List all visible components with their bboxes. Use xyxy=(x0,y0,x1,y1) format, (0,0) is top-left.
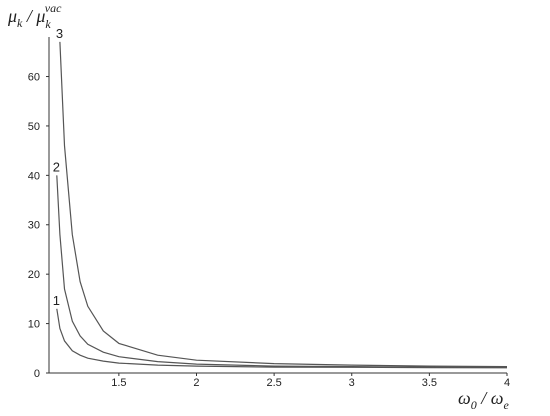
y-tick-label: 30 xyxy=(28,220,40,232)
y-tick-label: 60 xyxy=(28,71,40,83)
curve-label: 3 xyxy=(56,26,63,41)
curve xyxy=(59,41,508,368)
y-tick-label: 0 xyxy=(34,368,40,380)
y-axis-label: μk / μkvac xyxy=(7,1,62,31)
x-axis-label: ω0 / ωe xyxy=(458,388,509,412)
y-tick-label: 40 xyxy=(28,170,40,182)
x-tick-label: 3.5 xyxy=(422,377,437,389)
x-tick-label: 4 xyxy=(504,377,510,389)
y-tick-label: 10 xyxy=(28,318,40,330)
x-tick-label: 2 xyxy=(193,377,199,389)
y-tick-label: 50 xyxy=(28,121,40,133)
y-tick-label: 20 xyxy=(28,269,40,281)
x-tick-label: 3 xyxy=(349,377,355,389)
x-tick-label: 1.5 xyxy=(111,377,126,389)
curve xyxy=(56,308,508,369)
curve-label: 1 xyxy=(53,293,60,308)
curve-label: 2 xyxy=(53,159,60,174)
curve xyxy=(56,175,508,368)
x-tick-label: 2.5 xyxy=(266,377,281,389)
